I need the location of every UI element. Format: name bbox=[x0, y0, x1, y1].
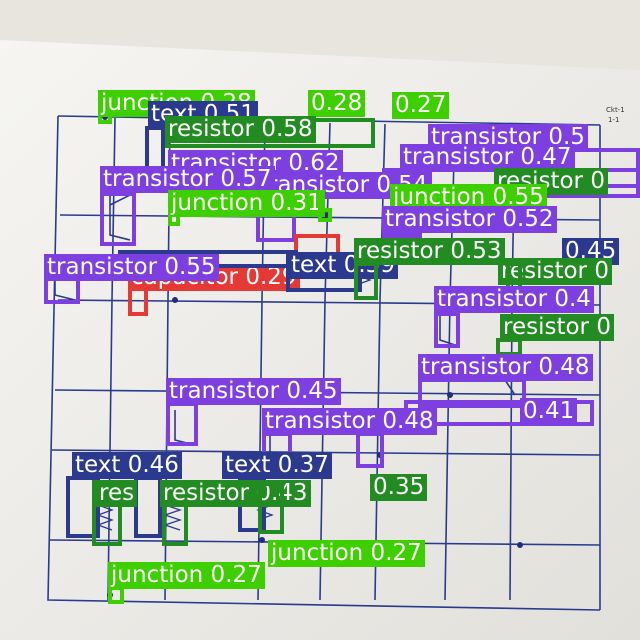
transistor-label: 0.41 bbox=[520, 398, 578, 425]
corner-note-2: 1-1 bbox=[608, 116, 619, 124]
transistor-box bbox=[100, 192, 136, 246]
transistor-label: transistor 0.48 bbox=[262, 408, 437, 435]
resistor-label: res bbox=[96, 480, 138, 507]
transistor-label: transistor 0.48 bbox=[418, 354, 593, 381]
junction-box bbox=[318, 208, 332, 222]
transistor-box bbox=[434, 312, 460, 348]
transistor-label: transistor 0.45 bbox=[166, 378, 341, 405]
corner-note: Ckt-1 bbox=[606, 106, 625, 114]
resistor-label: 0.35 bbox=[370, 474, 428, 501]
transistor-label: transistor 0.55 bbox=[44, 254, 219, 281]
junction-label: 0.27 bbox=[392, 92, 450, 119]
transistor-label: transistor 0.52 bbox=[382, 206, 557, 233]
transistor-label: transistor 0.4 bbox=[434, 286, 594, 313]
transistor-box bbox=[166, 402, 198, 446]
junction-label: junction 0.31 bbox=[168, 190, 325, 217]
text-label: text 0.37 bbox=[222, 452, 332, 479]
junction-label: junction 0.27 bbox=[268, 540, 425, 567]
resistor-box bbox=[258, 482, 284, 534]
transistor-label: transistor 0.47 bbox=[400, 144, 575, 171]
resistor-label: resistor 0 bbox=[500, 314, 614, 341]
transistor-box bbox=[356, 432, 384, 468]
resistor-box bbox=[354, 262, 378, 300]
junction-label: 0.28 bbox=[308, 90, 366, 117]
resistor-label: resistor 0.53 bbox=[354, 238, 505, 265]
transistor-label: transistor 0.57 bbox=[100, 166, 275, 193]
text-label: text 0.59 bbox=[288, 252, 398, 279]
text-box bbox=[134, 476, 162, 538]
junction-label: junction 0.27 bbox=[108, 562, 265, 589]
resistor-label: resistor 0.58 bbox=[165, 116, 316, 143]
resistor-label: resistor 0.43 bbox=[160, 480, 311, 507]
text-label: text 0.46 bbox=[72, 452, 182, 479]
